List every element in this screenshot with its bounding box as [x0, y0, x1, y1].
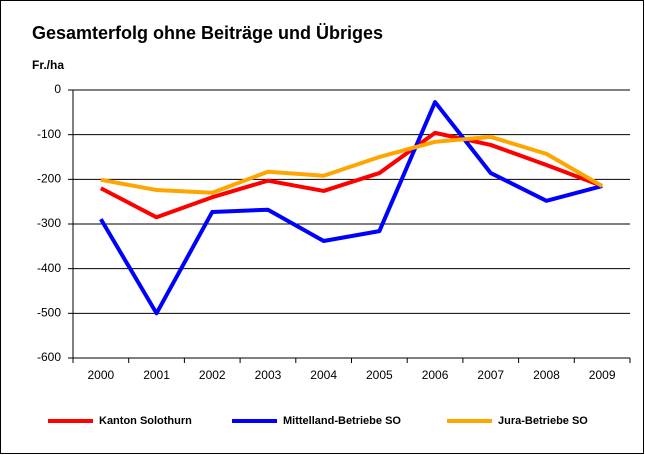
- y-axis-label: Fr./ha: [32, 58, 64, 72]
- series-line: [99, 130, 603, 220]
- y-tick-label: 0: [54, 82, 61, 96]
- y-tick-label: -400: [37, 261, 61, 275]
- y-tick-label: -500: [37, 306, 61, 320]
- x-tick-label: 2007: [477, 368, 504, 382]
- series-line: [99, 100, 603, 316]
- y-tick-label: -200: [37, 172, 61, 186]
- x-tick-label: 2009: [589, 368, 616, 382]
- legend-label: Mittelland-Betriebe SO: [283, 415, 401, 427]
- x-tick-label: 2001: [143, 368, 170, 382]
- series-line: [100, 134, 604, 195]
- x-tick-label: 2003: [255, 368, 282, 382]
- x-tick-label: 2005: [366, 368, 393, 382]
- x-tick-label: 2002: [199, 368, 226, 382]
- legend-label: Kanton Solothurn: [99, 415, 192, 427]
- y-tick-label: -300: [37, 216, 61, 230]
- legend-label: Jura-Betriebe SO: [498, 415, 588, 427]
- x-tick-label: 2000: [87, 368, 114, 382]
- chart-title: Gesamterfolg ohne Beiträge und Übriges: [32, 23, 383, 43]
- x-tick-label: 2008: [533, 368, 560, 382]
- x-tick-label: 2006: [422, 368, 449, 382]
- x-tick-label: 2004: [310, 368, 337, 382]
- y-tick-label: -600: [37, 350, 61, 364]
- y-tick-label: -100: [37, 127, 61, 141]
